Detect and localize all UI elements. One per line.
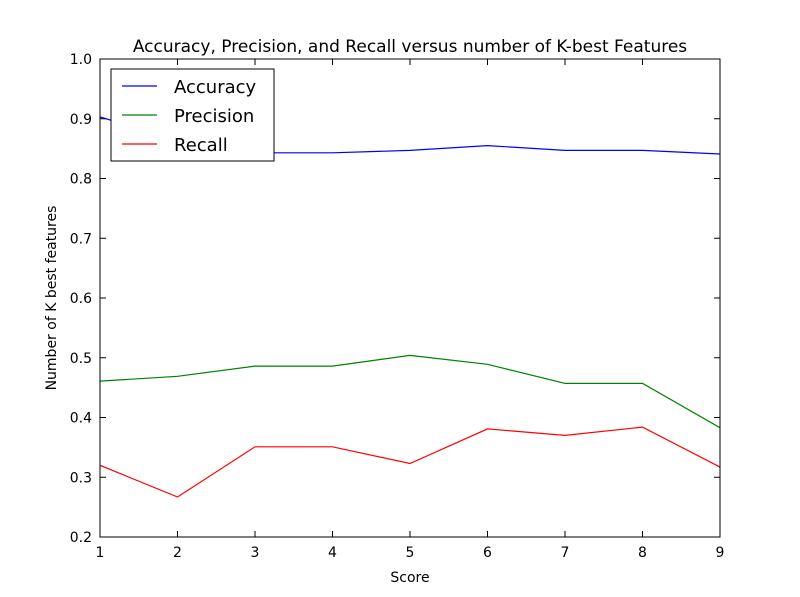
x-tick-label: 5 [406,545,415,561]
y-tick-label: 0.9 [70,112,92,128]
x-tick-label: 6 [483,545,492,561]
y-axis-label: Number of K best features [44,206,60,391]
series-line-precision [100,354,720,429]
y-tick-label: 0.4 [70,411,92,427]
series-line-recall [100,426,720,498]
chart-title: Accuracy, Precision, and Recall versus n… [133,37,687,57]
y-tick-label: 0.5 [70,351,92,367]
legend-label-recall: Recall [174,135,228,156]
legend-label-accuracy: Accuracy [174,77,257,98]
x-tick-label: 2 [173,545,182,561]
x-tick-label: 7 [561,545,570,561]
y-tick-label: 0.2 [70,530,92,546]
x-tick-label: 9 [716,545,725,561]
x-tick-label: 4 [328,545,337,561]
y-tick-label: 0.8 [70,172,92,188]
legend-label-precision: Precision [174,106,254,127]
y-tick-label: 1.0 [70,52,92,68]
y-tick-label: 0.3 [70,470,92,486]
y-tick-label: 0.7 [70,231,92,247]
plot-area: 1 2 3 4 5 6 7 8 9 0.2 0.3 0.4 0.5 0.6 0.7 0.8 0.9 1.0 Accu… [70,52,725,561]
x-tick-label: 8 [638,545,647,561]
x-axis-label: Score [390,570,429,586]
y-tick-label: 0.6 [70,291,92,307]
x-tick-label: 1 [96,545,105,561]
x-tick-label: 3 [251,545,260,561]
